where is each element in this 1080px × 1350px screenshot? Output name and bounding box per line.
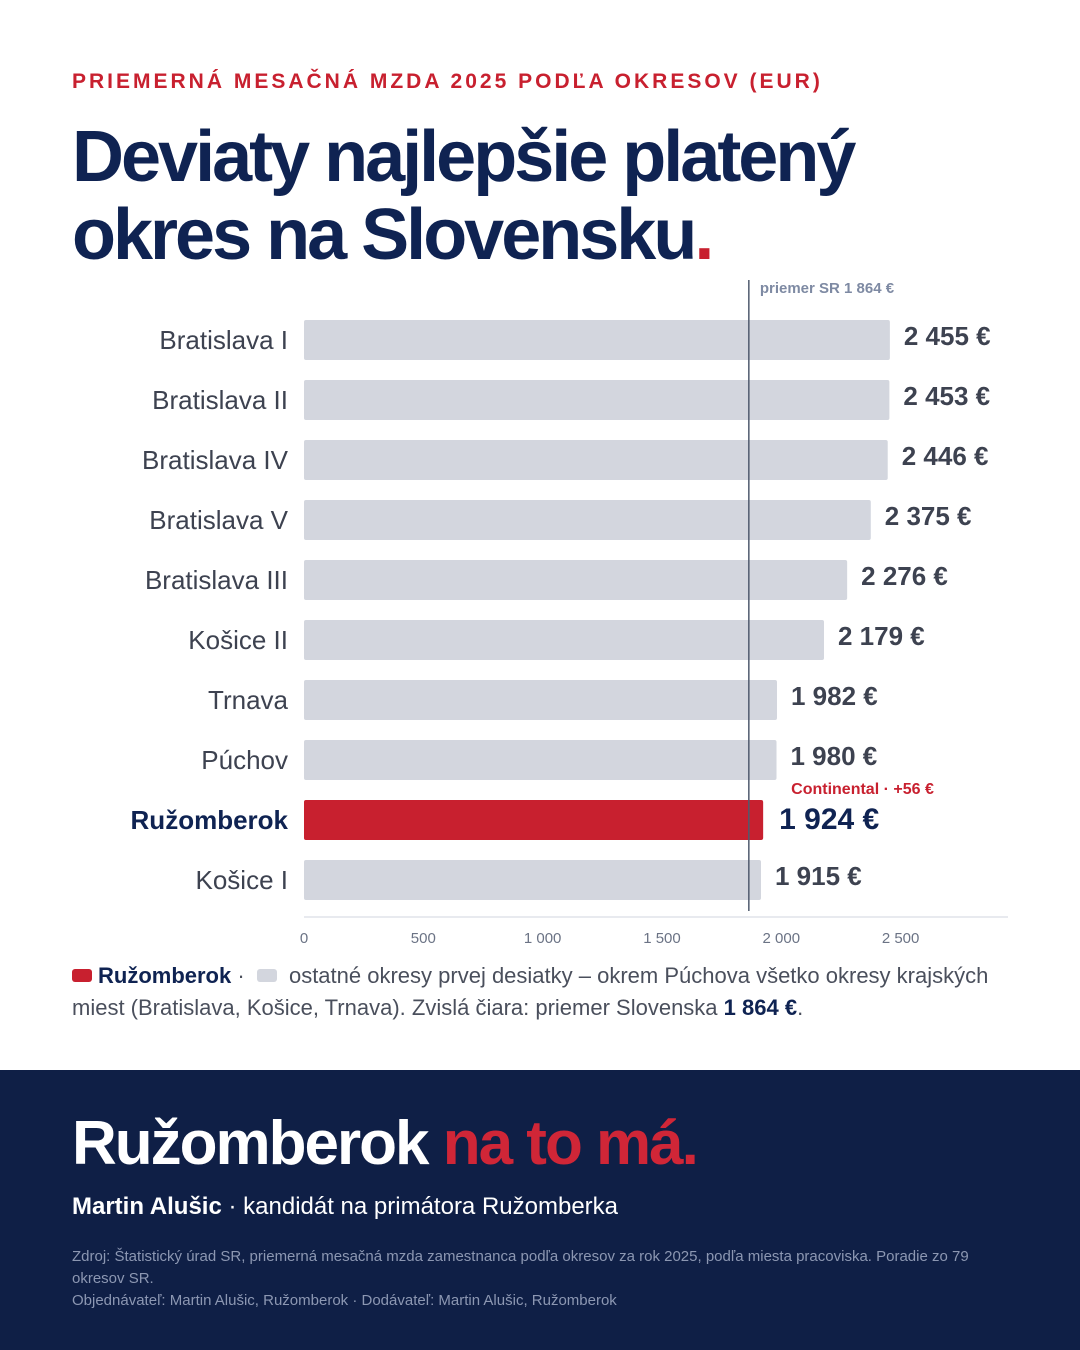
source-note: Zdroj: Štatistický úrad SR, priemerná me… [72,1246,1002,1312]
candidate-role: · kandidát na primátora Ružomberka [228,1193,619,1220]
slogan-accent: na to má. [442,1109,699,1178]
chart-kicker: PRIEMERNÁ MESAČNÁ MZDA 2025 PODĽA OKRESO… [72,70,823,93]
candidate-byline: Martin Alušic · kandidát na primátora Ru… [72,1193,618,1221]
value-label-kosice-ii: 2 179 € [838,621,925,651]
category-label-puchov: Púchov [201,745,288,775]
legend-text: ostatné okresy prvej desiatky – okrem Pú… [72,963,989,1020]
category-label-bratislava-v: Bratislava V [149,505,288,535]
value-label-kosice-i: 1 915 € [775,861,862,891]
value-label-bratislava-iii: 2 276 € [861,561,948,591]
bar-ruzomberok [304,800,764,840]
category-label-bratislava-iii: Bratislava III [145,565,288,595]
value-label-bratislava-ii: 2 453 € [903,381,990,411]
value-label-bratislava-i: 2 455 € [904,321,991,351]
legend-swatch-highlight [72,969,92,982]
bar-chart: Bratislava I 2 455 € Bratislava II 2 453 € B… [131,280,1008,947]
category-label-kosice-i: Košice I [196,865,289,895]
bar-kosice-ii [304,620,825,660]
bar-bratislava-i [304,320,890,360]
bar-bratislava-ii [304,380,890,420]
bar-bratislava-iv [304,440,888,480]
chart-legend: Ružomberok · ostatné okresy prvej desiat… [72,960,1012,1024]
legend-highlight-label: Ružomberok [98,963,232,988]
bar-puchov [304,740,777,780]
source-text: Zdroj: Štatistický úrad SR, priemerná me… [72,1248,969,1287]
legend-end: . [797,995,804,1020]
footer-banner: Ružomberok na to má. Martin Alušic · kan… [0,1070,1080,1350]
value-label-trnava: 1 982 € [791,681,878,711]
x-tick-label: 2 000 [763,930,801,947]
x-tick-label: 2 500 [882,930,920,947]
orderer-text: Objednávateľ: Martin Alušic, Ružomberok … [72,1292,617,1309]
bar-kosice-i [304,860,762,900]
average-reference-label: priemer SR 1 864 € [760,280,895,297]
legend-avg-value: 1 864 € [723,995,798,1020]
x-tick-label: 1 500 [643,930,681,947]
legend-separator: · [237,963,245,988]
value-label-bratislava-iv: 2 446 € [902,441,989,471]
campaign-slogan: Ružomberok na to má. [72,1108,699,1179]
x-tick-label: 500 [411,930,436,947]
category-label-bratislava-i: Bratislava I [159,325,288,355]
category-label-bratislava-ii: Bratislava II [152,385,288,415]
candidate-name: Martin Alušic [72,1193,222,1220]
title-line-1: Deviaty najlepšie platený [72,117,856,197]
value-label-puchov: 1 980 € [791,741,878,771]
category-label-trnava: Trnava [208,685,288,715]
page-title: Deviaty najlepšie platený okres na Slove… [72,118,1012,274]
title-period: . [694,195,714,275]
value-label-bratislava-v: 2 375 € [885,501,972,531]
bar-bratislava-iii [304,560,848,600]
x-tick-label: 0 [300,930,308,947]
highlight-annotation: Continental · +56 € [791,781,934,798]
category-label-kosice-ii: Košice II [188,625,288,655]
slogan-main: Ružomberok [72,1109,429,1178]
bar-bratislava-v [304,500,871,540]
value-label-ruzomberok: 1 924 € [779,803,879,836]
bar-trnava [304,680,777,720]
category-label-ruzomberok: Ružomberok [131,805,289,835]
category-label-bratislava-iv: Bratislava IV [142,445,289,475]
legend-swatch-others [256,969,277,982]
x-tick-label: 1 000 [524,930,562,947]
title-line-2: okres na Slovensku [72,195,697,275]
